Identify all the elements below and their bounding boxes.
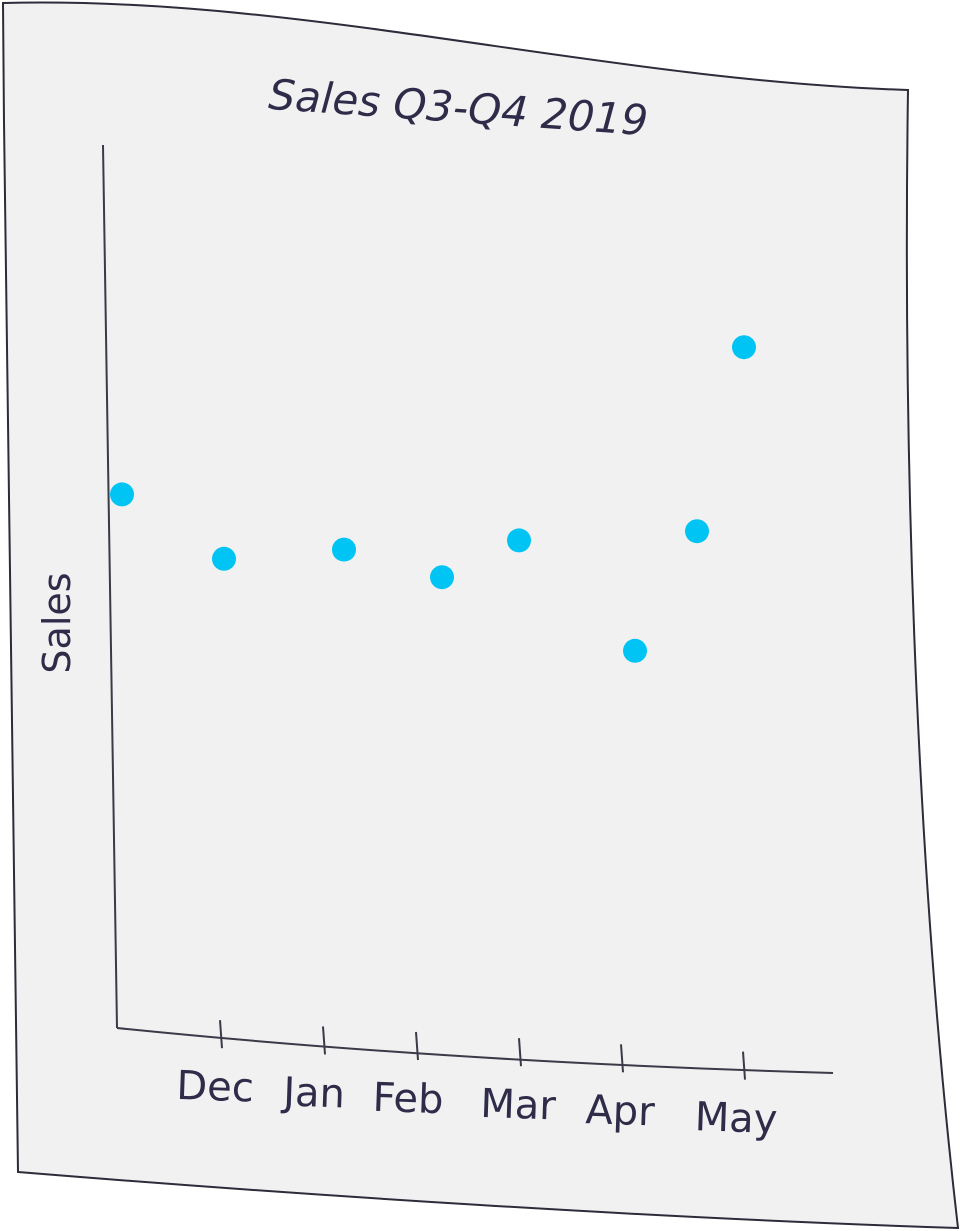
x-axis-tick-labels: Dec Jan Feb Mar Apr May <box>176 1063 779 1143</box>
x-tick-label-mar: Mar <box>480 1081 558 1130</box>
x-tick-may <box>742 1051 746 1080</box>
data-points <box>110 335 756 663</box>
x-tick-label-apr: Apr <box>585 1087 656 1135</box>
x-tick-mar <box>518 1038 522 1067</box>
x-tick-label-dec: Dec <box>176 1063 255 1112</box>
x-tick-label-jan: Jan <box>279 1069 345 1117</box>
y-axis <box>102 144 118 1029</box>
x-tick-jan <box>322 1026 326 1055</box>
x-axis <box>116 1027 834 1074</box>
x-tick-label-feb: Feb <box>372 1075 444 1123</box>
data-point <box>507 528 531 553</box>
data-point <box>685 519 709 544</box>
y-axis-label: Sales <box>35 572 79 673</box>
data-point <box>212 546 236 571</box>
x-tick-dec <box>219 1020 223 1049</box>
x-axis-ticks <box>219 1020 746 1080</box>
data-point <box>430 565 454 590</box>
x-tick-label-may: May <box>694 1094 778 1143</box>
data-point <box>623 638 647 663</box>
data-point <box>732 335 756 360</box>
x-tick-feb <box>415 1031 419 1061</box>
data-point <box>332 537 356 562</box>
x-tick-apr <box>620 1044 624 1073</box>
data-point <box>110 482 134 507</box>
